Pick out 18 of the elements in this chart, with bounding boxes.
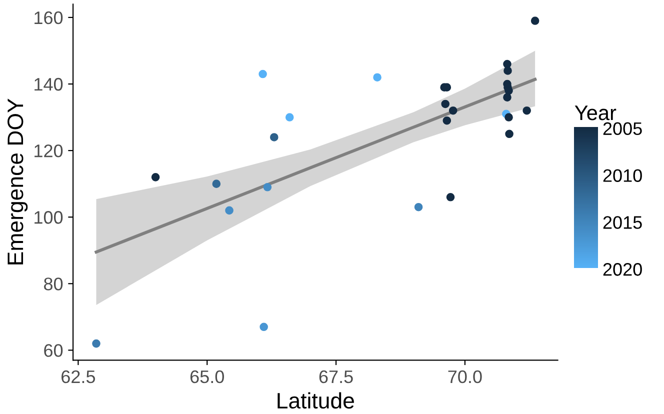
x-tick-label: 62.5 xyxy=(62,370,96,384)
line-series xyxy=(94,78,537,254)
y-tick-label: 60 xyxy=(44,344,63,357)
x-tick-label: 70.0 xyxy=(448,370,482,384)
y-tick-label: 80 xyxy=(44,278,63,290)
x-tick-label: 67.5 xyxy=(319,370,353,384)
y-tick-label: 160 xyxy=(34,11,63,24)
color-bar-label: 2005 xyxy=(603,122,642,136)
x-tick-label: 65.0 xyxy=(190,370,224,384)
color-bar-title: Year xyxy=(574,106,616,120)
y-tick-label: 120 xyxy=(34,144,63,158)
y-tick-label: 140 xyxy=(34,78,63,91)
x-axis-title: Latitude xyxy=(278,392,354,409)
color-bar-label: 2015 xyxy=(603,216,642,229)
y-axis-title: Emergence DOY xyxy=(8,98,28,264)
color-bar-label: 2020 xyxy=(603,263,642,276)
y-tick-label: 100 xyxy=(34,211,63,224)
color-bar-label: 2010 xyxy=(603,169,642,182)
